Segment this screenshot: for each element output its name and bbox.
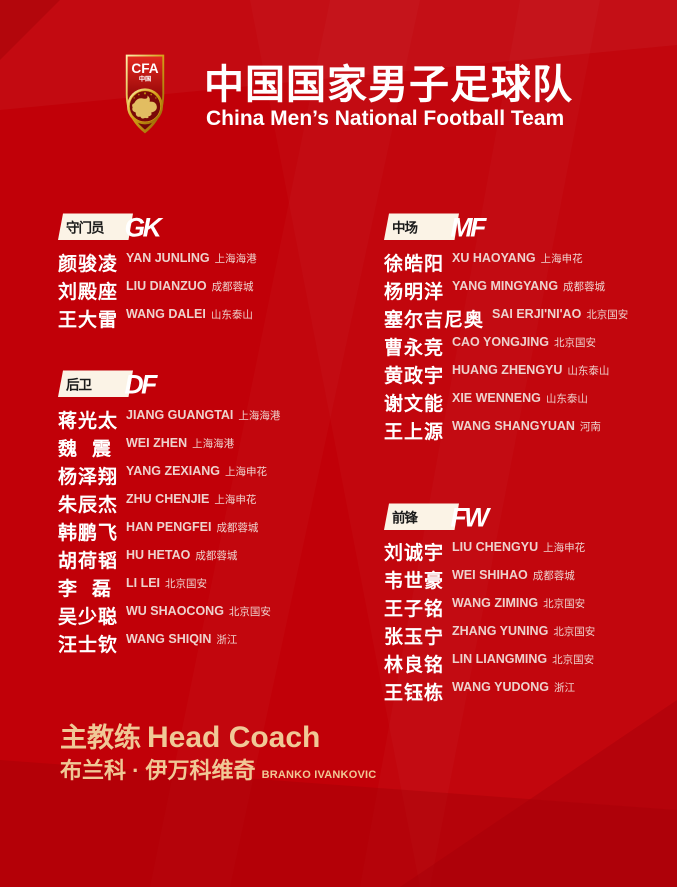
svg-text:前锋: 前锋 <box>392 510 418 526</box>
svg-text:CFA: CFA <box>131 61 158 76</box>
svg-text:FW: FW <box>451 503 492 533</box>
svg-text:GK: GK <box>125 213 164 243</box>
svg-text:中场: 中场 <box>392 220 417 236</box>
svg-text:DF: DF <box>125 370 159 400</box>
svg-text:后卫: 后卫 <box>66 377 92 393</box>
svg-text:MF: MF <box>451 213 488 243</box>
svg-text:守门员: 守门员 <box>66 220 104 236</box>
svg-text:中国: 中国 <box>139 75 151 83</box>
